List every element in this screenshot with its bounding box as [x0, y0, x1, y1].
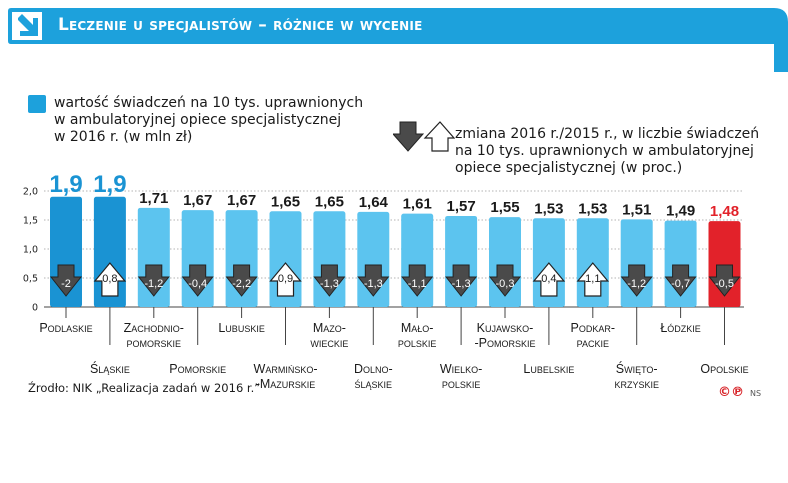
legend-change-line: na 10 tys. uprawnionych w ambulatoryjnej [455, 143, 754, 159]
change-label: 1,1 [585, 273, 600, 285]
category-label: polskie [398, 336, 437, 350]
arrow-down-icon [708, 264, 741, 297]
value-label: 1,53 [534, 200, 563, 217]
change-label: -0,7 [671, 278, 690, 290]
category-label: Warmińsko- [254, 362, 318, 376]
category-label: Mazo- [313, 321, 346, 335]
arrow-down-icon [49, 264, 83, 297]
arrow-up-icon [93, 262, 127, 297]
category-label: Wielko- [440, 362, 482, 376]
category-label: Podkar- [571, 321, 616, 335]
arrow-up-icon [423, 121, 455, 152]
change-label: -0,5 [715, 278, 734, 290]
category-label: Opolskie [700, 362, 748, 376]
change-label: -2,2 [232, 278, 251, 290]
change-label: 0,8 [102, 273, 117, 285]
source-note: Źrodło: NIK „Realizacja zadań w 2016 r.” [28, 381, 261, 395]
category-label: Kujawsko- [477, 321, 534, 335]
value-label: 1,71 [139, 190, 168, 207]
y-tick-label: 1,5 [23, 216, 38, 227]
category-label: Śląskie [90, 361, 130, 376]
arrow-down-icon [393, 121, 425, 152]
change-label: -1,3 [320, 278, 339, 290]
category-label: śląskie [355, 377, 393, 391]
change-label: -1,1 [408, 278, 427, 290]
y-tick-label: 0 [32, 303, 38, 314]
category-label: Lubelskie [523, 362, 574, 376]
y-tick-label: 0,5 [23, 274, 38, 285]
arrow-up-icon [269, 262, 302, 297]
legend-change-line: opiece specjalistycznej (w proc.) [455, 160, 683, 176]
category-label: krzyskie [614, 377, 659, 391]
legend-value-swatch [28, 95, 46, 113]
change-label: 0,4 [541, 273, 556, 285]
change-label: -1,3 [364, 278, 383, 290]
category-label: wieckie [310, 336, 348, 350]
chart-title: Leczenie u specjalistów – różnice w wyce… [58, 15, 423, 35]
change-label: -1,2 [627, 278, 646, 290]
category-label: -Pomorskie [474, 336, 535, 350]
arrow-down-icon [620, 264, 653, 297]
category-label: polskie [442, 377, 481, 391]
category-label: Święto- [616, 361, 658, 376]
value-label: 1,51 [622, 201, 651, 218]
value-label: 1,67 [183, 192, 212, 209]
change-label: -2 [61, 278, 71, 290]
category-label: Mało- [401, 321, 434, 335]
value-label: 1,67 [227, 192, 256, 209]
author-initials: NS [750, 389, 762, 398]
value-label: 1,9 [49, 171, 82, 198]
value-label: 1,49 [666, 203, 695, 220]
category-label: Zachodnio- [124, 321, 184, 335]
value-label: 1,61 [403, 196, 432, 213]
legend-values-text: wartość świadczeń na 10 tys. uprawnionyc… [54, 95, 363, 146]
category-label: Dolno- [354, 362, 393, 376]
y-tick-label: 2,0 [23, 187, 38, 198]
arrow-down-icon [181, 264, 214, 297]
value-label: 1,55 [490, 199, 519, 216]
arrow-down-icon [445, 264, 478, 297]
category-label: -Mazurskie [256, 377, 316, 391]
category-label: pomorskie [127, 336, 182, 350]
legend-values-line: w ambulatoryjnej opiece specjalistycznej [54, 112, 342, 128]
legend-values-line: w 2016 r. (w mln zł) [54, 129, 193, 145]
value-label: 1,65 [271, 193, 300, 210]
arrow-down-icon [137, 264, 170, 297]
arrow-up-icon [532, 262, 566, 297]
legend-change-text: zmiana 2016 r./2015 r., w liczbie świadc… [455, 126, 759, 177]
category-label: Łódzkie [660, 321, 700, 335]
arrow-down-icon [313, 264, 346, 297]
change-label: -1,3 [452, 278, 471, 290]
category-label: packie [577, 336, 609, 350]
change-label: -0,3 [496, 278, 515, 290]
header-background [8, 8, 788, 72]
y-tick-label: 1,0 [23, 245, 38, 256]
value-label: 1,65 [315, 193, 344, 210]
change-label: 0,9 [278, 273, 293, 285]
category-label: Podlaskie [39, 321, 92, 335]
arrow-down-icon [401, 264, 434, 297]
category-label: Pomorskie [169, 362, 226, 376]
copyright-mark: ©℗ [718, 385, 744, 400]
arrow-down-icon [664, 264, 697, 297]
value-label: 1,57 [446, 198, 475, 215]
value-label: 1,48 [710, 203, 739, 220]
header-bar: Leczenie u specjalistów – różnice w wyce… [8, 8, 788, 72]
value-label: 1,53 [578, 200, 607, 217]
category-label: Lubuskie [218, 321, 264, 335]
legend-values-line: wartość świadczeń na 10 tys. uprawnionyc… [54, 95, 364, 111]
value-label: 1,64 [359, 194, 389, 211]
change-label: -1,2 [144, 278, 163, 290]
legend-change-line: zmiana 2016 r./2015 r., w liczbie świadc… [455, 126, 760, 142]
arrow-up-icon [576, 262, 610, 297]
arrow-down-icon [225, 264, 258, 297]
arrow-down-icon [357, 264, 390, 297]
value-label: 1,9 [93, 171, 126, 198]
change-label: -0,4 [188, 278, 207, 290]
arrow-down-icon [488, 264, 522, 297]
legend-change-icons [393, 121, 455, 152]
arrow-down-right-icon [12, 12, 42, 40]
